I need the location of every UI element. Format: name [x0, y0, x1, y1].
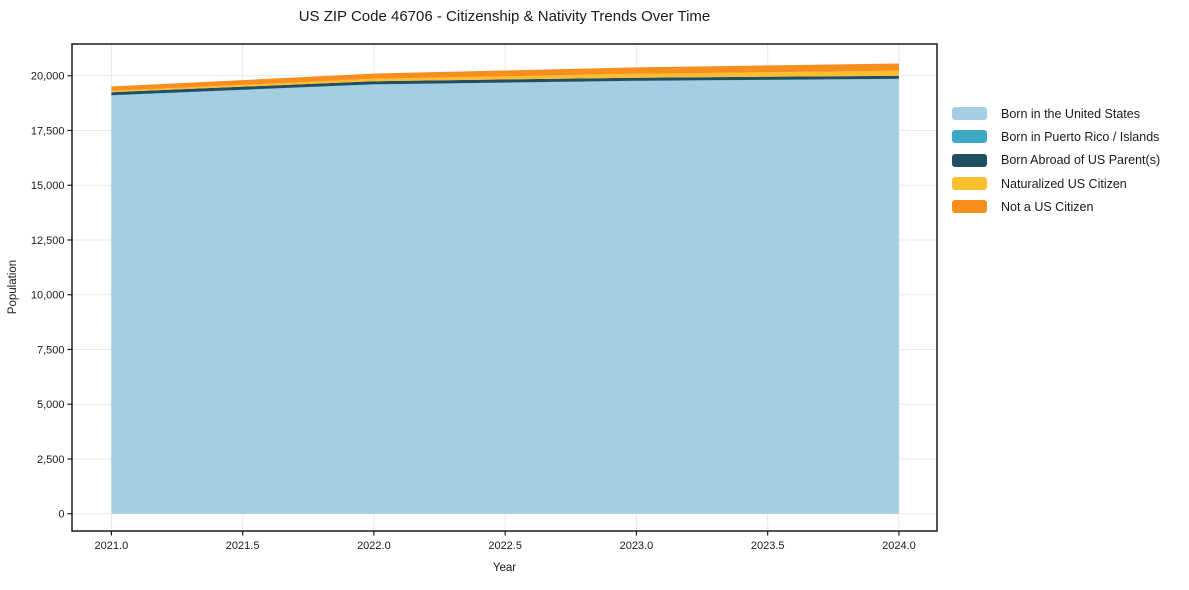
x-tick-label: 2023.5 [751, 540, 785, 552]
y-tick-label: 10,000 [31, 290, 65, 302]
y-tick-label: 0 [58, 509, 64, 521]
x-tick-label: 2023.0 [620, 540, 654, 552]
legend: Born in the United States Born in Puerto … [952, 102, 1160, 218]
x-tick-label: 2021.0 [95, 540, 129, 552]
area-series [111, 75, 899, 96]
y-tick-label: 17,500 [31, 125, 65, 137]
legend-swatch [952, 130, 987, 144]
y-axis-label: Population [7, 259, 19, 315]
x-axis-label: Year [492, 562, 517, 574]
y-tick-label: 2,500 [37, 454, 65, 466]
area-series [111, 79, 899, 514]
legend-item: Born in Puerto Rico / Islands [952, 125, 1160, 148]
x-tick-label: 2022.0 [357, 540, 391, 552]
legend-label: Not a US Citizen [1001, 199, 1094, 214]
area-series [111, 70, 899, 93]
legend-swatch [952, 200, 987, 214]
legend-item: Naturalized US Citizen [952, 172, 1160, 195]
area-series [111, 63, 899, 91]
y-tick-label: 15,000 [31, 180, 65, 192]
legend-item: Born in the United States [952, 102, 1160, 125]
plot-border [71, 43, 938, 532]
chart-title: US ZIP Code 46706 - Citizenship & Nativi… [298, 8, 711, 25]
y-tick-label: 12,500 [31, 235, 65, 247]
y-tick-label: 7,500 [37, 344, 65, 356]
x-tick-label: 2024.0 [882, 540, 916, 552]
y-tick-label: 5,000 [37, 399, 65, 411]
legend-label: Born in Puerto Rico / Islands [1001, 129, 1160, 144]
legend-swatch [952, 153, 987, 167]
y-tick-label: 20,000 [31, 71, 65, 83]
legend-swatch [952, 107, 987, 121]
legend-label: Born Abroad of US Parent(s) [1001, 153, 1161, 168]
x-tick-label: 2021.5 [226, 540, 260, 552]
x-tick-label: 2022.5 [488, 540, 522, 552]
legend-label: Born in the United States [1001, 106, 1140, 121]
legend-item: Not a US Citizen [952, 195, 1160, 218]
legend-label: Naturalized US Citizen [1001, 176, 1127, 191]
legend-swatch [952, 177, 987, 191]
legend-item: Born Abroad of US Parent(s) [952, 149, 1160, 172]
